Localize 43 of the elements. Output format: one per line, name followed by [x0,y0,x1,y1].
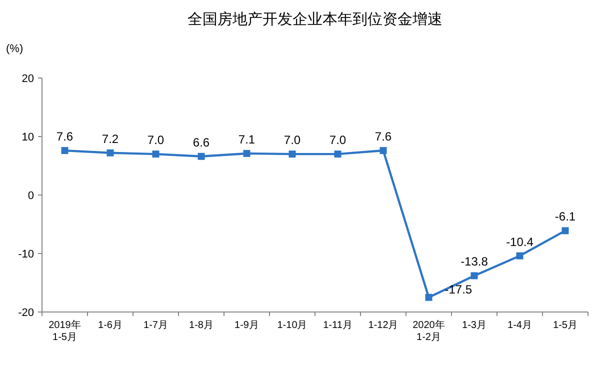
x-tick-label: 1-7月 [144,320,168,331]
point [106,149,114,156]
y-tick-label: 0 [28,190,34,202]
data-label: 7.1 [238,132,256,146]
point [516,252,524,260]
x-tick-label: 1-10月 [277,320,308,331]
data-label: -10.4 [506,234,534,249]
x-tick-label: 1-12月 [368,320,398,331]
point [562,227,569,234]
data-label: 7.0 [284,133,301,148]
data-label: 7.6 [374,130,392,144]
data-label: 7.0 [147,133,164,148]
y-tick-label: 20 [22,73,34,85]
point [152,150,160,158]
point [470,272,478,280]
data-label: 7.6 [56,130,74,144]
data-label: 7.0 [329,133,346,148]
x-tick-label: 1-5月 [553,320,578,331]
y-axis-title: (%) [6,43,24,55]
x-tick-label: 1-3月 [462,320,486,331]
x-tick-label: 1-4月 [508,320,532,331]
data-label: -6.1 [554,210,576,224]
data-label: 7.2 [102,132,119,146]
x-tick-label: 1-9月 [234,320,259,331]
y-tick-label: -20 [18,307,34,319]
chart-title: 全国房地产开发企业本年到位资金增速 [188,11,442,28]
data-label: 6.6 [192,135,210,150]
data-label: -13.8 [460,254,488,269]
point [425,294,432,301]
y-tick-label: -10 [18,248,34,260]
point [380,147,387,154]
point [243,150,250,157]
x-tick-label: 1-11月 [323,320,352,331]
data-label: -17.5 [444,282,472,296]
x-tick-label: 2019年 1-5月 [48,319,81,343]
y-tick-label: 10 [22,132,34,144]
x-tick-label: 2020年 1-2月 [412,319,445,343]
point [198,152,205,160]
point [288,150,296,158]
x-tick-label: 1-6月 [98,320,122,331]
x-tick-label: 1-8月 [189,320,214,331]
point [334,150,342,158]
point [61,147,68,154]
